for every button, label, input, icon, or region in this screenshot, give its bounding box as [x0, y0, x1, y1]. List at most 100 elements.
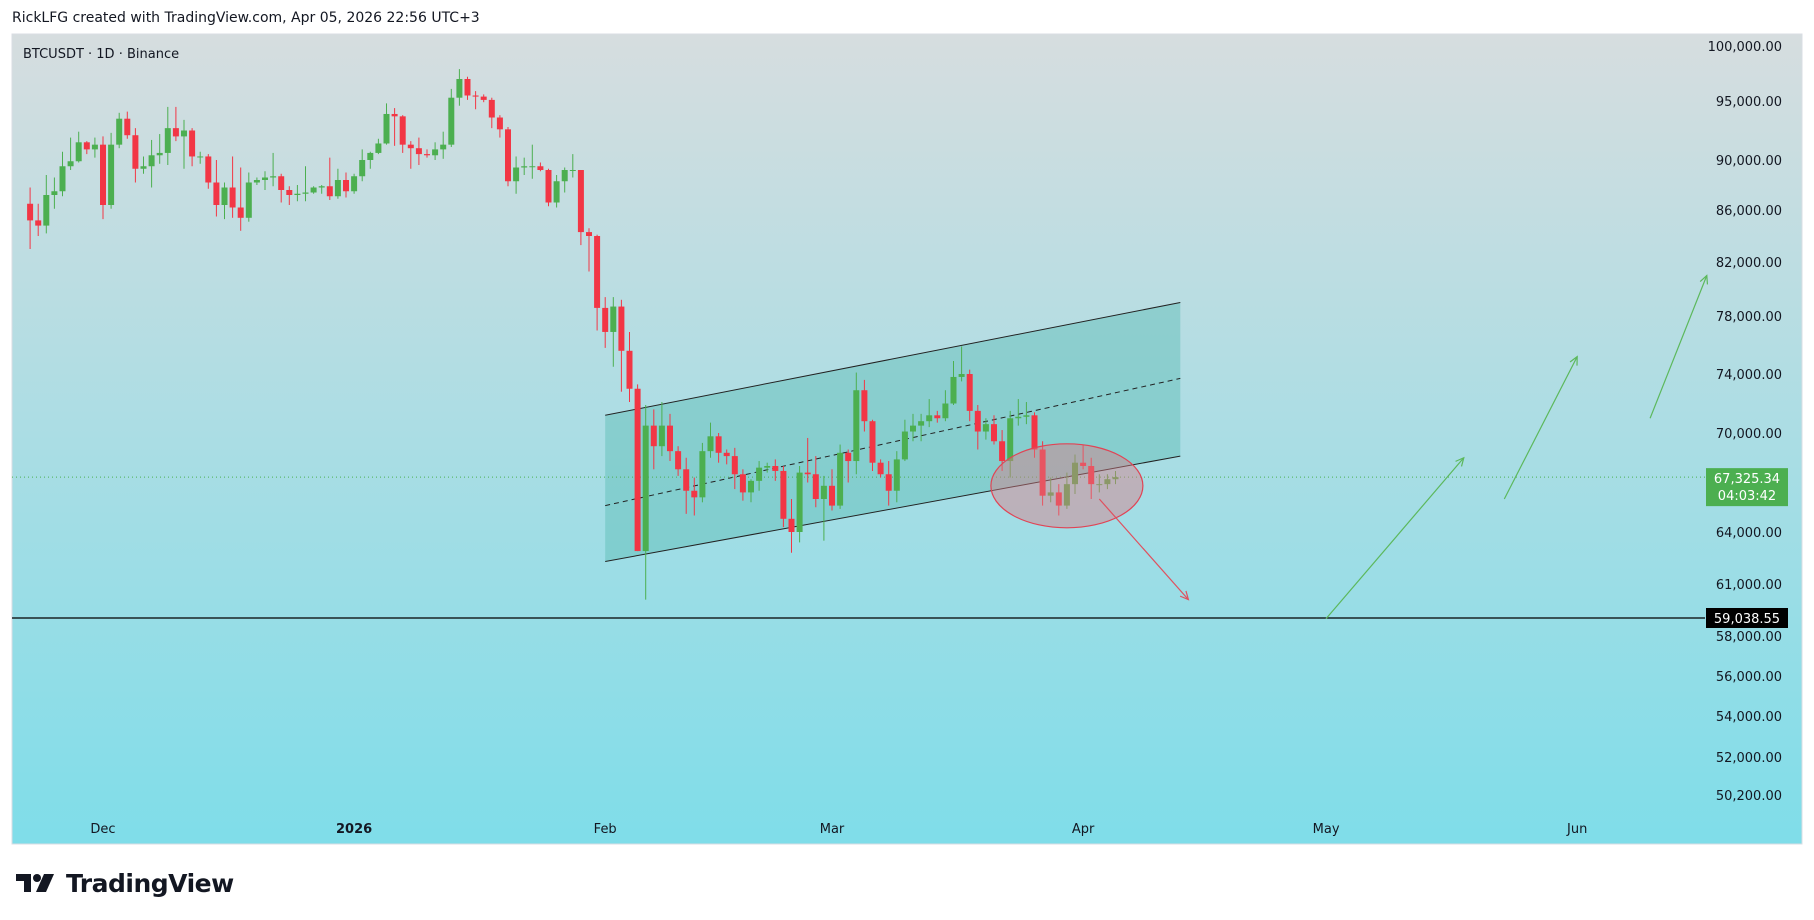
price-tick-label: 61,000.00 [1716, 578, 1782, 593]
candle [140, 156, 147, 174]
candle [334, 168, 341, 199]
candle [974, 404, 981, 450]
candle [375, 138, 382, 155]
candle-body [75, 142, 82, 162]
candle-body [432, 149, 439, 156]
candle-body [537, 166, 544, 170]
candle [926, 399, 933, 428]
candle [885, 461, 892, 506]
candle [432, 142, 439, 160]
candle-body [148, 155, 155, 167]
arrow-green[interactable] [1325, 456, 1465, 620]
candle-body [237, 207, 244, 218]
candle-body [1080, 462, 1087, 466]
highlight-ellipse[interactable] [990, 443, 1144, 529]
price-axis[interactable]: 100,000.00 95,000.00 90,000.00 86,000.00 82,… [1708, 40, 1782, 804]
candle-body [472, 95, 479, 97]
candle-body [910, 425, 916, 432]
candle-body [982, 424, 989, 432]
time-tick-label: Jun [1566, 822, 1587, 837]
candle [132, 128, 139, 183]
candle-body [602, 307, 609, 332]
arrow-shaft [1503, 356, 1578, 500]
candle-body [893, 459, 900, 491]
candle [950, 360, 957, 405]
candle-body [934, 415, 941, 419]
candle-body [918, 421, 925, 426]
channel-middle-line[interactable] [605, 377, 1181, 507]
arrow-green[interactable] [1649, 274, 1709, 419]
candle [812, 456, 819, 508]
candle [1023, 402, 1030, 425]
price-tick-label: 78,000.00 [1716, 310, 1782, 325]
arrow-shaft [1325, 457, 1465, 620]
candle [715, 433, 722, 463]
time-axis[interactable]: Dec 2026 Feb Mar Apr May Jun [90, 822, 1587, 837]
candle [918, 413, 925, 442]
candle-body [820, 485, 827, 499]
candle [691, 477, 698, 516]
candle-body [861, 390, 868, 422]
candle [650, 409, 657, 470]
candle-body [262, 177, 268, 180]
candle [343, 172, 349, 198]
candle-body [788, 518, 795, 532]
candle [359, 149, 366, 182]
candle [1080, 444, 1087, 470]
candle [618, 299, 625, 392]
candle [537, 162, 544, 172]
arrow-green[interactable] [1503, 355, 1578, 500]
arrow-red[interactable] [1098, 498, 1190, 601]
level-badge [1706, 607, 1788, 628]
candle [505, 126, 511, 187]
candle [189, 128, 196, 167]
candle-body [683, 469, 690, 491]
level-price-tag: 59,038.55 [1706, 607, 1788, 628]
candles [27, 69, 1119, 600]
candle [529, 144, 536, 179]
candle [67, 137, 74, 170]
candle [407, 141, 414, 169]
candle-body [334, 180, 341, 197]
candle [626, 331, 633, 403]
candle-body [748, 480, 754, 493]
candle-body [950, 376, 957, 404]
candle-body [658, 425, 665, 447]
candle [75, 131, 82, 163]
candle-body [675, 451, 682, 470]
candle [253, 177, 260, 185]
channel-lower-line[interactable] [605, 455, 1181, 562]
channel-upper-line[interactable] [605, 302, 1181, 416]
candle-body [804, 472, 811, 475]
candle [424, 149, 430, 158]
candle-body [496, 117, 503, 130]
candle-body [164, 128, 171, 153]
candle-body [286, 190, 293, 195]
candle-body [1088, 466, 1095, 485]
candle [108, 132, 115, 209]
candle [667, 413, 673, 462]
candle [869, 419, 876, 471]
candle-body [586, 232, 592, 236]
candle [723, 449, 730, 465]
candle [829, 469, 835, 511]
candle [278, 173, 285, 203]
candle [440, 131, 447, 159]
brand[interactable]: TradingView [14, 866, 234, 900]
candle [796, 466, 803, 543]
candle [658, 402, 665, 457]
candle [148, 139, 155, 188]
candle-body [116, 118, 123, 145]
candle [845, 449, 852, 483]
symbol-legend: BTCUSDT · 1D · Binance [23, 47, 179, 62]
candle [521, 157, 528, 175]
price-tick-label: 64,000.00 [1716, 526, 1782, 541]
candle-body [59, 166, 66, 192]
candle-body [1047, 492, 1054, 496]
candle [464, 76, 471, 100]
candle [1088, 457, 1095, 499]
candle [1072, 454, 1078, 495]
candle-body [221, 187, 228, 205]
candle-body [1015, 416, 1022, 419]
